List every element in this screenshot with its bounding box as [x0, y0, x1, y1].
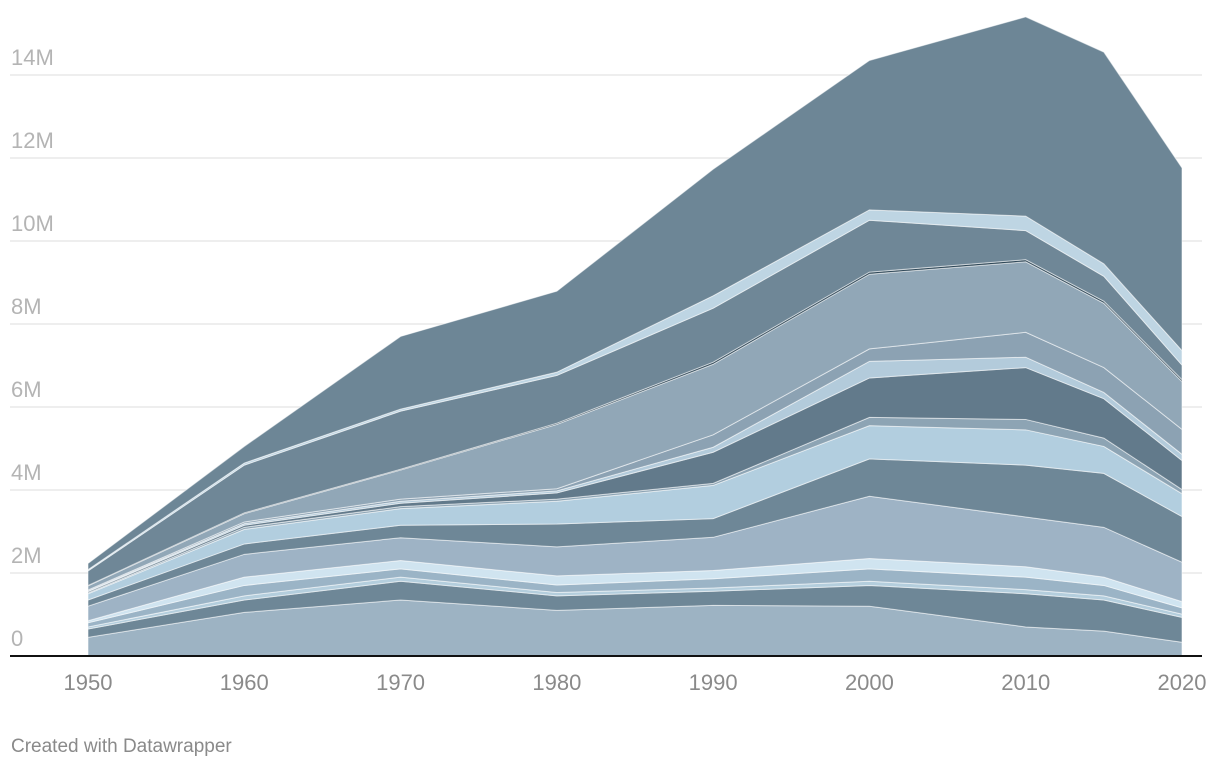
x-tick-label: 1980 — [532, 670, 581, 695]
y-tick-label: 10M — [11, 211, 54, 236]
y-tick-label: 2M — [11, 543, 42, 568]
x-tick-label: 1950 — [64, 670, 113, 695]
y-tick-label: 6M — [11, 377, 42, 402]
x-tick-label: 1970 — [376, 670, 425, 695]
area-series-17 — [87, 16, 1183, 571]
x-tick-label: 1990 — [689, 670, 738, 695]
x-tick-label: 2020 — [1158, 670, 1207, 695]
y-tick-label: 12M — [11, 128, 54, 153]
credit-text: Created with Datawrapper — [11, 736, 232, 757]
area-series — [87, 16, 1183, 657]
y-tick-label: 8M — [11, 294, 42, 319]
x-tick-label: 2010 — [1001, 670, 1050, 695]
y-axis-tick-labels: 0 2M 4M 6M 8M 10M 12M 14M — [11, 45, 54, 651]
y-tick-label: 14M — [11, 45, 54, 70]
x-tick-label: 1960 — [220, 670, 269, 695]
x-tick-label: 2000 — [845, 670, 894, 695]
y-tick-label: 4M — [11, 460, 42, 485]
y-tick-label: 0 — [11, 626, 23, 651]
x-axis-tick-labels: 1950 1960 1970 1980 1990 2000 2010 2020 — [64, 670, 1207, 695]
